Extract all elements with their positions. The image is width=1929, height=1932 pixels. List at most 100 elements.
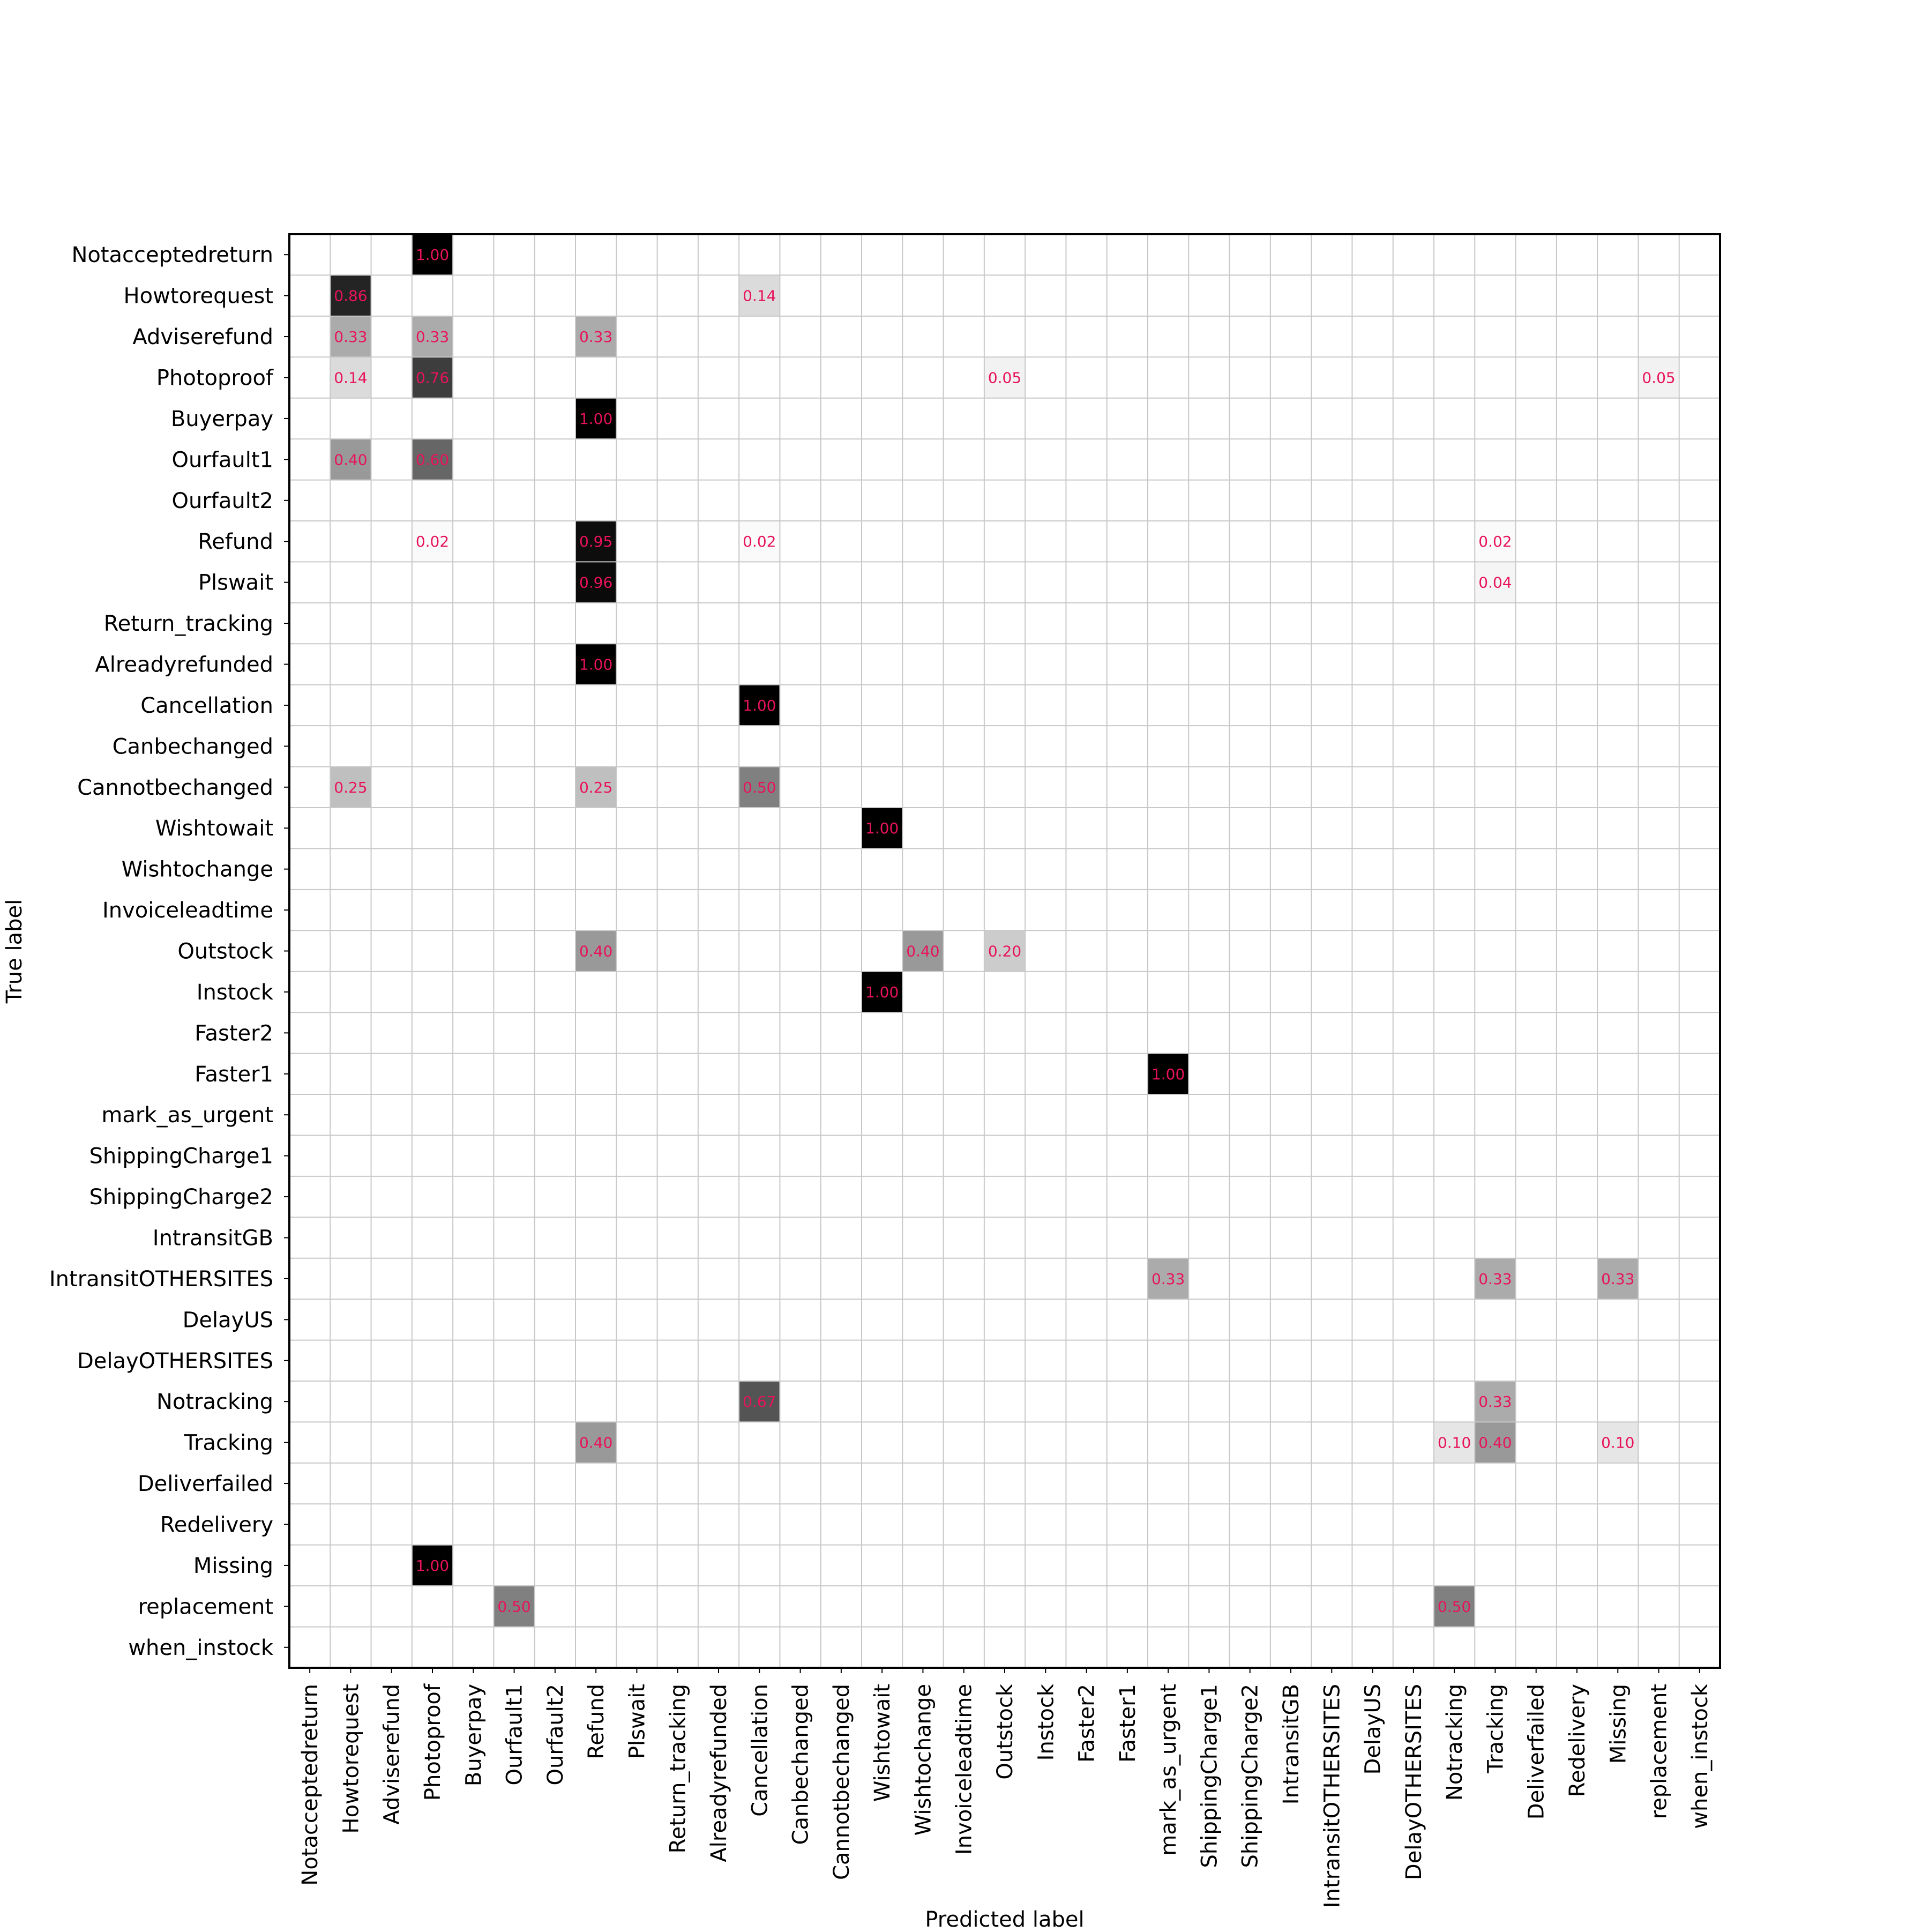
y-tick-label: Faster1 <box>195 1062 273 1087</box>
x-tick-label: Notacceptedreturn <box>298 1684 323 1886</box>
x-tick-label: Plswait <box>625 1684 649 1759</box>
heatmap-cell <box>739 684 780 726</box>
heatmap-cell <box>412 1545 453 1586</box>
y-tick-label: Wishtochange <box>122 857 273 882</box>
cell-value-label: 0.96 <box>579 574 612 592</box>
cell-value-label: 0.33 <box>1478 1270 1512 1288</box>
cell-value-label: 0.20 <box>988 943 1021 960</box>
x-tick-label: Missing <box>1606 1684 1631 1764</box>
cell-value-label: 0.40 <box>579 943 612 960</box>
cell-value-label: 0.50 <box>743 779 776 796</box>
heatmap-cell <box>330 439 371 480</box>
x-tick-label: Wishtochange <box>911 1684 936 1836</box>
x-tick-label: Redelivery <box>1565 1684 1590 1797</box>
x-tick-label: Tracking <box>1483 1684 1508 1774</box>
cell-value-label: 1.00 <box>416 1557 449 1575</box>
heatmap-cell <box>984 930 1026 972</box>
y-tick-label: Cannotbechanged <box>77 775 273 800</box>
x-axis-title: Predicted label <box>925 1907 1084 1929</box>
cell-value-label: 0.05 <box>988 369 1021 387</box>
x-tick-label: Instock <box>1034 1683 1058 1761</box>
heatmap-cell <box>862 808 903 849</box>
heatmap-cell <box>1148 1053 1189 1094</box>
x-tick-label: Photoproof <box>421 1683 445 1801</box>
x-tick-label: DelayUS <box>1361 1684 1386 1774</box>
x-tick-label: IntransitGB <box>1279 1684 1304 1804</box>
cell-value-label: 0.33 <box>579 328 612 346</box>
heatmap-cell <box>575 766 617 808</box>
cell-value-label: 0.25 <box>334 779 367 796</box>
heatmap-cell <box>330 275 371 316</box>
cell-value-label: 1.00 <box>416 246 449 264</box>
cell-value-label: 0.76 <box>416 369 449 387</box>
y-tick-label: Howtorequest <box>124 284 273 309</box>
heatmap-cell <box>412 234 453 275</box>
x-tick-labels: Notacceptedreturn Howtorequest Adviserefun… <box>298 1683 1713 1908</box>
cell-value-label: 1.00 <box>865 983 899 1001</box>
heatmap-cell <box>902 930 944 972</box>
y-tick-label: ShippingCharge2 <box>89 1185 273 1210</box>
cell-value-label: 0.40 <box>1478 1434 1512 1452</box>
cell-value-label: 1.00 <box>743 697 776 714</box>
heatmap-cell <box>1638 357 1679 398</box>
heatmap-cell <box>575 521 617 562</box>
x-tick-label: Canbechanged <box>789 1684 813 1845</box>
cell-value-label: 1.00 <box>579 410 612 428</box>
heatmap-cell <box>1597 1258 1639 1300</box>
y-tick-label: Outstock <box>177 939 274 964</box>
x-tick-label: Ourfault1 <box>503 1684 527 1785</box>
cell-value-label: 0.02 <box>743 533 776 550</box>
y-tick-label: Wishtowait <box>155 816 273 841</box>
y-tick-label: Deliverfailed <box>138 1472 273 1496</box>
heatmap-cell <box>412 357 453 398</box>
cell-value-label: 0.40 <box>334 451 367 468</box>
y-tick-label: Buyerpay <box>171 407 273 431</box>
y-tick-label: Adviserefund <box>132 325 273 349</box>
heatmap-cell <box>1475 1381 1516 1422</box>
cell-value-label: 1.00 <box>1152 1065 1185 1083</box>
x-tick-label: Deliverfailed <box>1524 1684 1549 1819</box>
x-tick-label: when_instock <box>1688 1683 1713 1829</box>
cell-value-label: 0.14 <box>743 287 776 305</box>
heatmap-cell <box>575 398 617 439</box>
cell-value-label: 0.25 <box>579 779 612 796</box>
y-tick-label: Alreadyrefunded <box>95 653 273 677</box>
cell-value-label: 0.86 <box>334 287 367 305</box>
y-tick-label: Ourfault1 <box>172 447 273 472</box>
y-tick-label: mark_as_urgent <box>101 1103 273 1128</box>
y-tick-label: Return_tracking <box>104 611 273 636</box>
x-tick-label: Buyerpay <box>461 1684 486 1786</box>
y-tick-label: Instock <box>197 980 274 1005</box>
heatmap-cell <box>575 644 617 685</box>
heatmap-cell <box>494 1586 535 1627</box>
heatmap-cell <box>1475 1422 1516 1463</box>
heatmap-cell <box>1434 1422 1475 1463</box>
cell-value-labels: 1.00 0.86 0.14 0.33 0.33 0.33 0.14 0.76 0.05 0.05… <box>334 246 1675 1615</box>
cell-value-label: 0.40 <box>906 943 939 960</box>
x-tick-label: replacement <box>1647 1684 1672 1819</box>
heatmap-cell <box>575 316 617 357</box>
cell-value-label: 1.00 <box>865 819 899 837</box>
heatmap-cell <box>330 766 371 808</box>
y-tick-label: Invoiceleadtime <box>102 898 273 923</box>
heatmap-cell <box>1597 1422 1639 1463</box>
cell-value-label: 0.02 <box>1478 533 1512 550</box>
heatmap-cell <box>1475 1258 1516 1300</box>
heatmap-cell <box>330 316 371 357</box>
y-tick-label: DelayOTHERSITES <box>77 1349 273 1374</box>
x-tick-label: Adviserefund <box>380 1684 405 1825</box>
y-tick-label: Canbechanged <box>113 734 273 759</box>
y-tick-label: IntransitGB <box>153 1226 273 1251</box>
y-tick-label: Redelivery <box>160 1513 273 1538</box>
y-tick-label: DelayUS <box>183 1308 273 1332</box>
heatmap-cell <box>575 1422 617 1463</box>
x-tick-label: DelayOTHERSITES <box>1402 1684 1426 1880</box>
x-tick-label: Faster2 <box>1075 1684 1100 1763</box>
x-tick-label: Notracking <box>1442 1684 1467 1801</box>
cell-value-label: 0.50 <box>1438 1598 1471 1615</box>
y-tick-label: Plswait <box>198 571 273 595</box>
x-tick-label: Outstock <box>993 1683 1018 1780</box>
x-tick-label: Ourfault2 <box>543 1684 568 1785</box>
heatmap-cell <box>1475 562 1516 603</box>
